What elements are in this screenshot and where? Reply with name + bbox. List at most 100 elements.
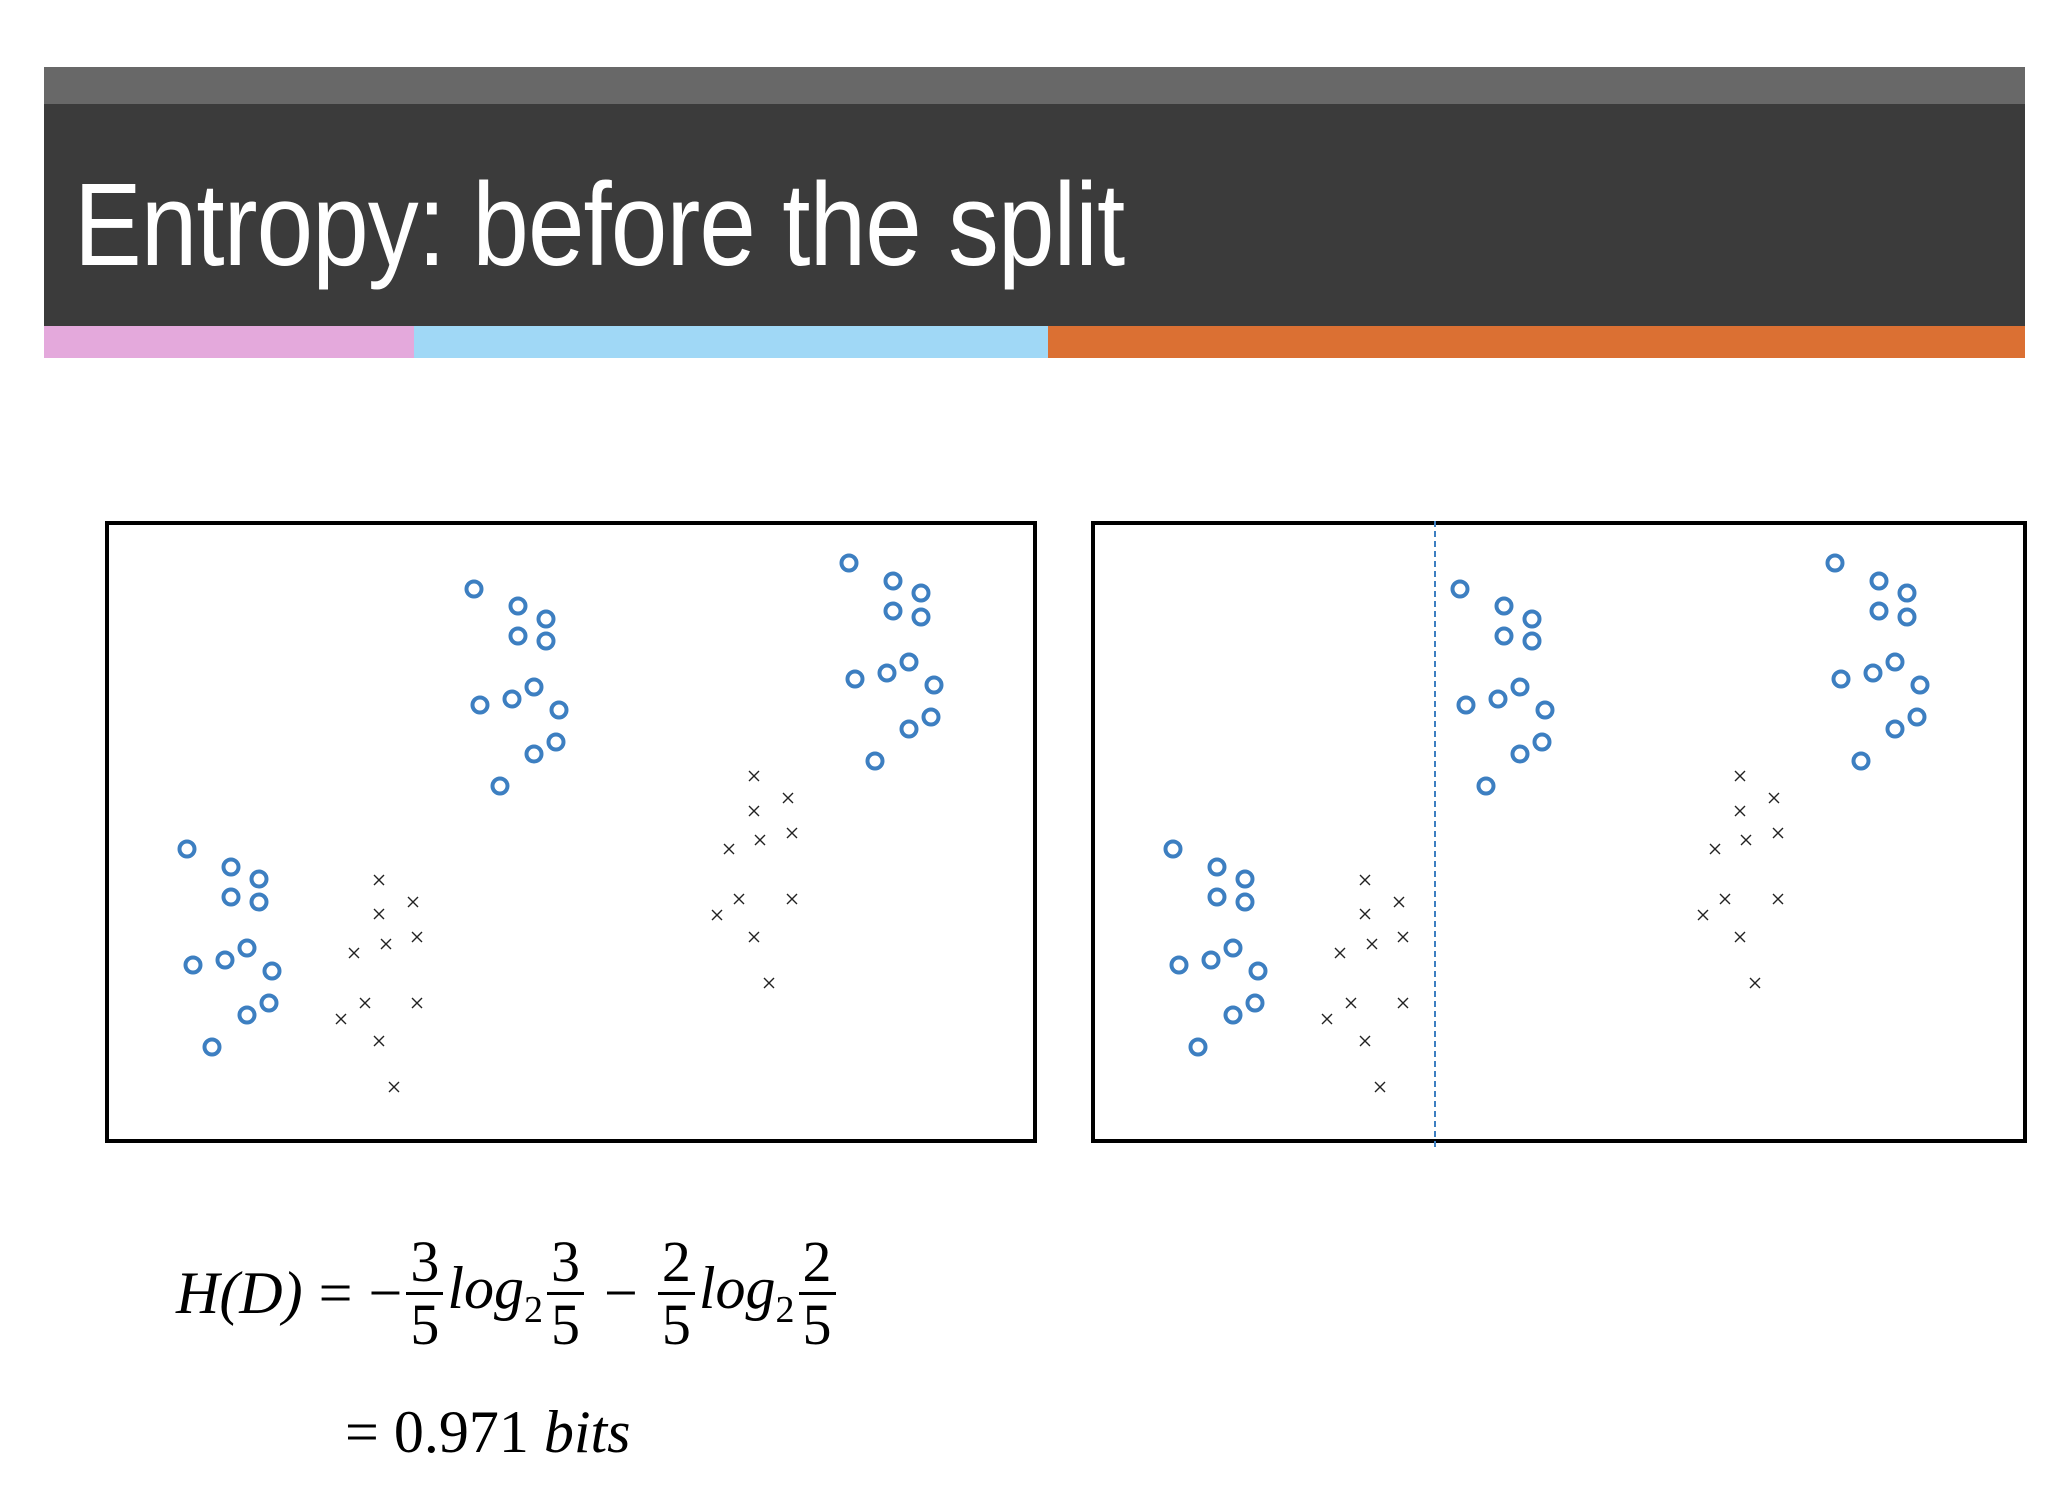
circle-marker-icon (1910, 675, 1930, 695)
fraction: 2 5 (798, 1231, 836, 1357)
circle-marker-icon (1488, 689, 1508, 709)
cross-marker-icon (1734, 805, 1746, 817)
circle-marker-icon (1863, 663, 1883, 683)
circle-marker-icon (1522, 631, 1542, 651)
cross-marker-icon (1397, 997, 1409, 1009)
accent-stripe-pink (44, 326, 414, 358)
denominator: 5 (661, 1291, 691, 1357)
circle-marker-icon (1207, 887, 1227, 907)
log-base: 2 (523, 1289, 543, 1331)
numerator: 3 (546, 1231, 584, 1295)
cross-marker-icon (388, 1081, 400, 1093)
circle-marker-icon (1522, 609, 1542, 629)
cross-marker-icon (782, 792, 794, 804)
entropy-formula: H(D) = − 3 5 log2 3 5 − 2 5 log2 2 5 (176, 1228, 840, 1358)
cross-marker-icon (373, 908, 385, 920)
cross-marker-icon (1768, 792, 1780, 804)
denominator: 5 (410, 1291, 440, 1357)
result-unit: bits (543, 1399, 631, 1465)
circle-marker-icon (502, 689, 522, 709)
formula-minus: − (603, 1259, 638, 1326)
circle-marker-icon (470, 695, 490, 715)
cross-marker-icon (1359, 874, 1371, 886)
circle-marker-icon (508, 626, 528, 646)
circle-marker-icon (1235, 892, 1255, 912)
circle-marker-icon (1188, 1037, 1208, 1057)
circle-marker-icon (546, 732, 566, 752)
scatter-plot-with-split-line (1091, 521, 2027, 1147)
circle-marker-icon (1163, 839, 1183, 859)
circle-marker-icon (1825, 553, 1845, 573)
cross-marker-icon (1397, 931, 1409, 943)
circle-marker-icon (237, 938, 257, 958)
circle-marker-icon (1851, 751, 1871, 771)
fraction: 2 5 (657, 1231, 695, 1357)
circle-marker-icon (911, 607, 931, 627)
circle-marker-icon (1223, 1005, 1243, 1025)
circle-marker-icon (899, 652, 919, 672)
accent-stripe-blue (414, 326, 1048, 358)
circle-marker-icon (1897, 607, 1917, 627)
log-term: log2 (699, 1254, 795, 1332)
circle-marker-icon (1885, 719, 1905, 739)
circle-marker-icon (1494, 626, 1514, 646)
circle-marker-icon (1248, 961, 1268, 981)
cross-marker-icon (733, 893, 745, 905)
cross-marker-icon (1697, 909, 1709, 921)
circle-marker-icon (1245, 993, 1265, 1013)
circle-marker-icon (549, 700, 569, 720)
cross-marker-icon (1374, 1081, 1386, 1093)
cross-marker-icon (1366, 938, 1378, 950)
circle-marker-icon (259, 993, 279, 1013)
circle-marker-icon (1235, 869, 1255, 889)
scatter-plot-before-split (105, 521, 1037, 1143)
circle-marker-icon (1532, 732, 1552, 752)
cross-marker-icon (1393, 896, 1405, 908)
cross-marker-icon (359, 997, 371, 1009)
circle-marker-icon (215, 950, 235, 970)
circle-marker-icon (924, 675, 944, 695)
circle-marker-icon (883, 571, 903, 591)
circle-marker-icon (262, 961, 282, 981)
entropy-result: = 0.971 bits (345, 1402, 631, 1462)
circle-marker-icon (221, 857, 241, 877)
circle-marker-icon (177, 839, 197, 859)
cross-marker-icon (748, 805, 760, 817)
cross-marker-icon (711, 909, 723, 921)
cross-marker-icon (723, 843, 735, 855)
circle-marker-icon (183, 955, 203, 975)
slide-title: Entropy: before the split (74, 159, 1125, 291)
circle-marker-icon (536, 609, 556, 629)
denominator: 5 (802, 1291, 832, 1357)
circle-marker-icon (1869, 601, 1889, 621)
circle-marker-icon (1897, 583, 1917, 603)
split-line (1434, 521, 1436, 1147)
circle-marker-icon (1494, 596, 1514, 616)
circle-marker-icon (1510, 677, 1530, 697)
accent-stripe-orange (1048, 326, 2025, 358)
cross-marker-icon (1749, 977, 1761, 989)
cross-marker-icon (748, 931, 760, 943)
cross-marker-icon (407, 896, 419, 908)
cross-marker-icon (373, 1035, 385, 1047)
circle-marker-icon (1510, 744, 1530, 764)
formula-equals: = (318, 1259, 353, 1326)
numerator: 3 (406, 1231, 444, 1295)
cross-marker-icon (1772, 893, 1784, 905)
header-top-band (44, 67, 2025, 104)
cross-marker-icon (348, 947, 360, 959)
denominator: 5 (550, 1291, 580, 1357)
circle-marker-icon (1169, 955, 1189, 975)
formula-lhs: H(D) (176, 1259, 303, 1326)
circle-marker-icon (249, 869, 269, 889)
circle-marker-icon (490, 776, 510, 796)
circle-marker-icon (1907, 707, 1927, 727)
cross-marker-icon (1359, 908, 1371, 920)
cross-marker-icon (411, 997, 423, 1009)
cross-marker-icon (754, 834, 766, 846)
cross-marker-icon (411, 931, 423, 943)
cross-marker-icon (1740, 834, 1752, 846)
circle-marker-icon (911, 583, 931, 603)
numerator: 2 (798, 1231, 836, 1295)
numerator: 2 (657, 1231, 695, 1295)
